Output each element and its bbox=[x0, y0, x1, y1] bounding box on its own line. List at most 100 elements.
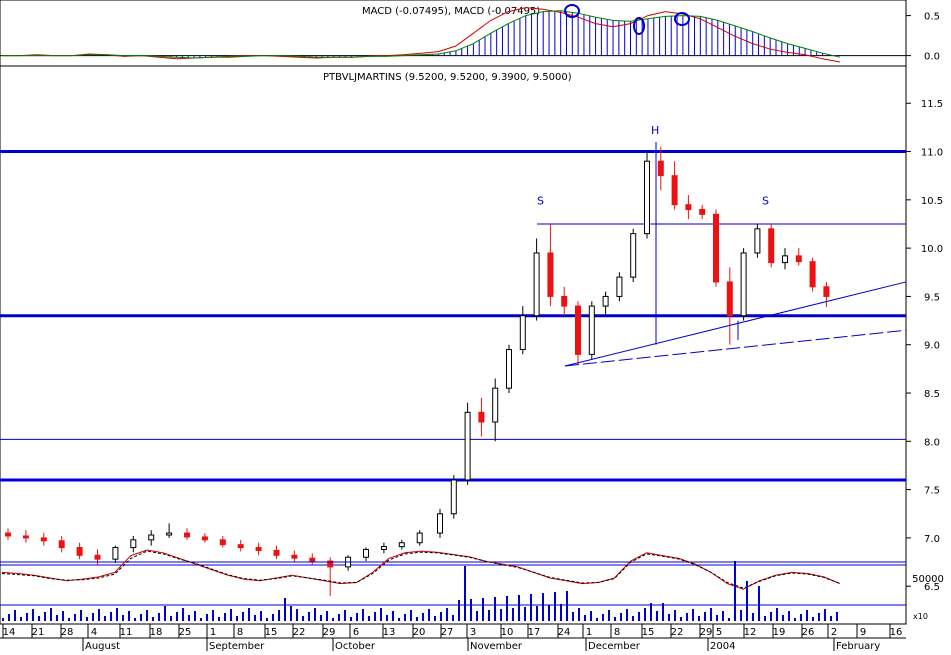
x-day-label: 25 bbox=[179, 627, 192, 638]
macd-panel bbox=[0, 0, 907, 67]
candle-body bbox=[273, 549, 280, 556]
candle-body bbox=[450, 479, 457, 515]
x-day-label: 24 bbox=[558, 627, 571, 638]
candle-body bbox=[363, 548, 369, 558]
candle-body bbox=[478, 411, 485, 423]
x-day-label: 27 bbox=[441, 627, 454, 638]
x-day-label: 3 bbox=[470, 627, 476, 638]
volume-layer: 50000 x10 bbox=[0, 549, 944, 621]
candle-body bbox=[795, 255, 802, 263]
candle-body bbox=[380, 546, 387, 550]
price-ytick-label: 8.5 bbox=[924, 389, 940, 400]
x-day-label: 13 bbox=[383, 627, 396, 638]
x-day-label: 10 bbox=[501, 627, 514, 638]
candle-body bbox=[492, 387, 499, 423]
x-month-label: February bbox=[836, 641, 880, 651]
volume-scale-label: x10 bbox=[913, 612, 928, 621]
price-title: PTBVLJMARTINS (9.5200, 9.5200, 9.3900, 9… bbox=[323, 72, 572, 83]
candle-body bbox=[644, 160, 650, 235]
candle-body bbox=[40, 537, 47, 542]
pattern-label: S bbox=[762, 195, 769, 208]
pattern-label: S bbox=[537, 195, 544, 208]
candle-body bbox=[22, 535, 29, 539]
x-day-label: 28 bbox=[61, 627, 74, 638]
price-ytick-label: 10.5 bbox=[921, 196, 943, 207]
candle-body bbox=[768, 228, 775, 264]
price-ytick-label: 11.0 bbox=[921, 148, 943, 159]
macd-annotation-ellipse bbox=[564, 4, 580, 18]
candle-body bbox=[166, 532, 173, 536]
candle-body bbox=[547, 252, 554, 297]
candle-body bbox=[291, 554, 298, 559]
x-day-label: 9 bbox=[860, 627, 866, 638]
candle-body bbox=[575, 305, 581, 355]
x-day-label: 1 bbox=[210, 627, 216, 638]
x-day-label: 17 bbox=[528, 627, 541, 638]
trend-line-dashed bbox=[564, 329, 907, 367]
candle-body bbox=[464, 411, 471, 481]
trend-line bbox=[564, 281, 907, 367]
x-month-label: October bbox=[335, 641, 376, 651]
macd-ytick-label: 0.0 bbox=[924, 52, 940, 63]
candle-body bbox=[657, 160, 664, 177]
price-ytick-label: 9.5 bbox=[924, 292, 940, 303]
macd-annotation-ellipse bbox=[674, 12, 690, 26]
candle-body bbox=[201, 536, 208, 541]
candle-body bbox=[519, 315, 526, 351]
x-day-label: 5 bbox=[716, 627, 722, 638]
price-ytick-label: 7.0 bbox=[924, 534, 940, 545]
x-day-label: 14 bbox=[3, 627, 16, 638]
candle-body bbox=[112, 547, 119, 560]
candle-body bbox=[782, 255, 788, 264]
candle-body bbox=[561, 295, 568, 307]
x-day-label: 15 bbox=[642, 627, 655, 638]
candle-body bbox=[699, 208, 706, 215]
x-day-label: 11 bbox=[120, 627, 133, 638]
candle-body bbox=[94, 554, 101, 560]
x-month-label: November bbox=[470, 641, 523, 651]
candle-body bbox=[327, 560, 334, 568]
x-day-label: 1 bbox=[586, 627, 592, 638]
macd-annotation-ellipse bbox=[633, 17, 645, 35]
x-day-label: 26 bbox=[802, 627, 815, 638]
candle-body bbox=[823, 286, 830, 297]
price-ytick-label: 11.5 bbox=[921, 99, 943, 110]
candle-body bbox=[130, 539, 137, 549]
candle-body bbox=[398, 542, 405, 548]
x-day-label: 15 bbox=[265, 627, 278, 638]
x-day-label: 8 bbox=[614, 627, 620, 638]
x-day-label: 6 bbox=[353, 627, 359, 638]
price-ytick-label: 10.0 bbox=[921, 244, 943, 255]
price-ytick-label: 9.0 bbox=[924, 341, 940, 352]
x-day-label: 8 bbox=[237, 627, 243, 638]
candle-body bbox=[754, 228, 761, 254]
x-day-label: 22 bbox=[293, 627, 306, 638]
x-day-label: 20 bbox=[413, 627, 426, 638]
price-ytick-label: 6.5 bbox=[924, 582, 940, 593]
macd-ytick-label: 0.5 bbox=[924, 12, 940, 23]
candle-body bbox=[602, 295, 609, 307]
x-day-label: 29 bbox=[323, 627, 336, 638]
x-day-label: 2 bbox=[831, 627, 837, 638]
candle-body bbox=[630, 233, 637, 278]
candle-body bbox=[726, 281, 733, 317]
x-month-label: September bbox=[209, 641, 265, 651]
x-month-label: 2004 bbox=[710, 641, 735, 651]
candle-body bbox=[685, 204, 692, 210]
x-month-label: December bbox=[588, 641, 641, 651]
x-day-label: 29 bbox=[700, 627, 713, 638]
x-month-label: August bbox=[85, 641, 120, 651]
candle-body bbox=[616, 276, 623, 297]
candle-body bbox=[76, 547, 83, 556]
x-axis: 14 21 28 4 11 18 25 1 8 15 22 29 6 13 20 27 3 10 17 24 1 8 15 2… bbox=[0, 624, 906, 652]
candle-body bbox=[416, 532, 423, 544]
candle-body bbox=[219, 539, 226, 546]
x-day-label: 12 bbox=[744, 627, 757, 638]
candle-body bbox=[713, 213, 719, 283]
macd-title: MACD (-0.07495), MACD (-0.07495) bbox=[362, 6, 540, 17]
x-day-label: 4 bbox=[91, 627, 97, 638]
candle-body bbox=[671, 175, 678, 206]
x-day-label: 16 bbox=[890, 627, 903, 638]
